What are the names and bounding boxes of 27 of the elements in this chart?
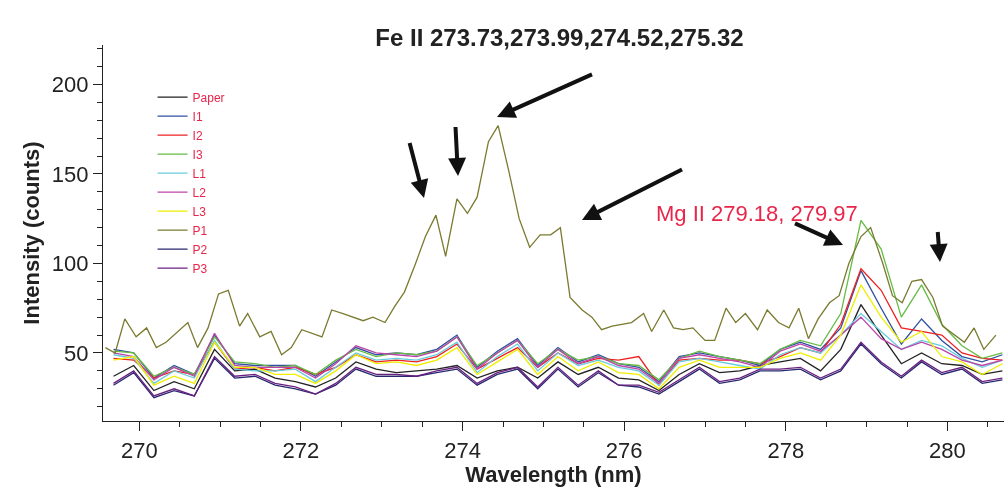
- annotation: Mg II 279.18, 279.97: [656, 201, 858, 226]
- legend-label: I1: [192, 109, 203, 124]
- line-series: [104, 124, 997, 356]
- y-tick-label: 200: [51, 72, 89, 98]
- legend-label: P2: [192, 242, 208, 257]
- legend-label: L3: [192, 204, 207, 219]
- x-tick-label: 272: [282, 437, 320, 463]
- legend-label: I2: [192, 128, 203, 143]
- legend-label: P1: [192, 223, 208, 238]
- x-tick-label: 280: [929, 437, 966, 463]
- x-axis-title: Wavelength (nm): [465, 462, 642, 488]
- legend-label: I3: [192, 147, 203, 162]
- legend-label: L2: [192, 185, 207, 200]
- x-tick-label: 274: [444, 437, 481, 463]
- line-series: [112, 303, 1004, 392]
- chart-title: Fe II 273.73,273.99,274.52,275.32: [375, 23, 744, 51]
- x-tick-label: 278: [767, 437, 805, 463]
- x-tick-label: 276: [605, 437, 643, 463]
- line-series: [112, 284, 1004, 390]
- legend-label: L1: [192, 166, 207, 181]
- x-tick-label: 270: [121, 437, 158, 463]
- legend-label: Paper: [192, 90, 225, 105]
- y-tick-label: 150: [51, 161, 89, 187]
- y-tick-label: 100: [51, 251, 89, 277]
- legend-label: P3: [192, 261, 208, 276]
- y-tick-label: 50: [64, 340, 89, 366]
- y-axis-title: Intensity (counts): [18, 141, 44, 325]
